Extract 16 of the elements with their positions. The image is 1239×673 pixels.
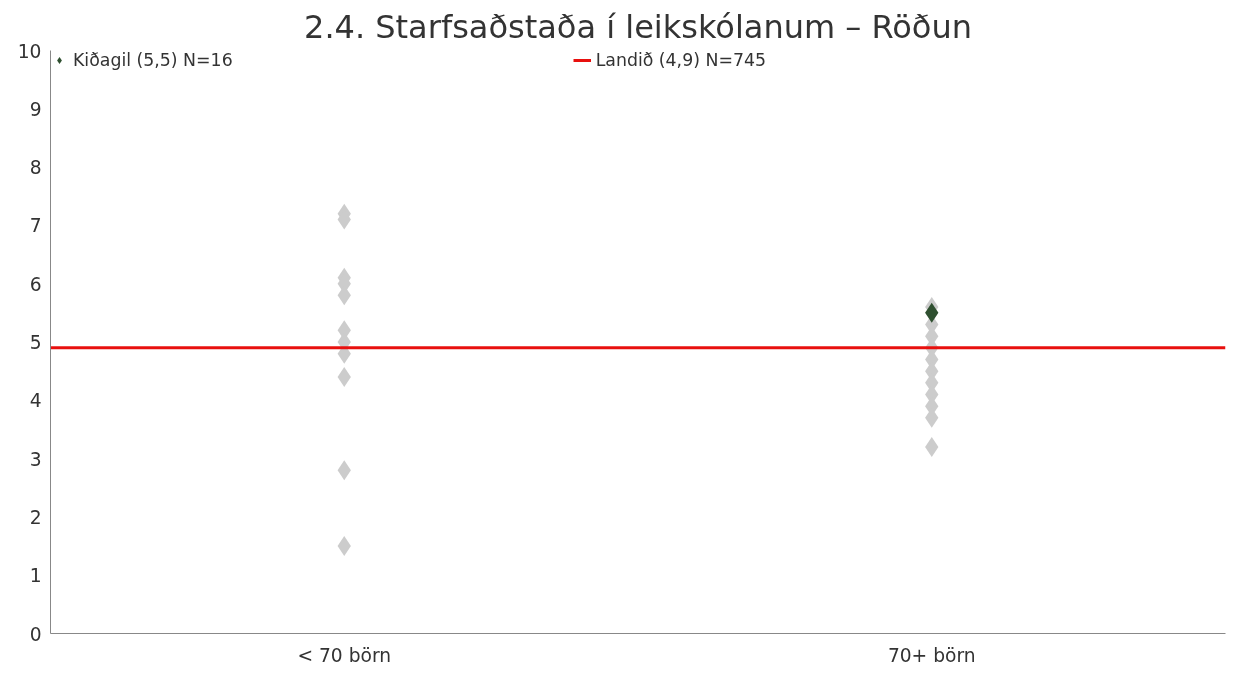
y-tick-label: 5 bbox=[29, 332, 42, 353]
y-tick-label: 3 bbox=[29, 448, 42, 470]
chart-title: 2.4. Starfsaðstaða í leikskólanum – Röðun bbox=[304, 7, 972, 46]
y-tick-label: 0 bbox=[29, 623, 42, 645]
legend-label: Kiðagil (5,5) N=16 bbox=[73, 50, 233, 70]
y-tick-label: 4 bbox=[29, 390, 42, 412]
y-tick-label: 6 bbox=[29, 273, 42, 295]
x-tick-label: 70+ börn bbox=[887, 644, 976, 666]
y-tick-label: 10 bbox=[17, 40, 42, 62]
y-tick-label: 2 bbox=[29, 506, 42, 528]
y-tick-label: 1 bbox=[29, 565, 42, 587]
y-tick-label: 8 bbox=[29, 157, 42, 179]
y-tick-label: 7 bbox=[29, 215, 42, 237]
x-tick-label: < 70 börn bbox=[297, 644, 392, 666]
y-tick-label: 9 bbox=[29, 98, 42, 120]
legend-label: Landið (4,9) N=745 bbox=[595, 50, 766, 70]
